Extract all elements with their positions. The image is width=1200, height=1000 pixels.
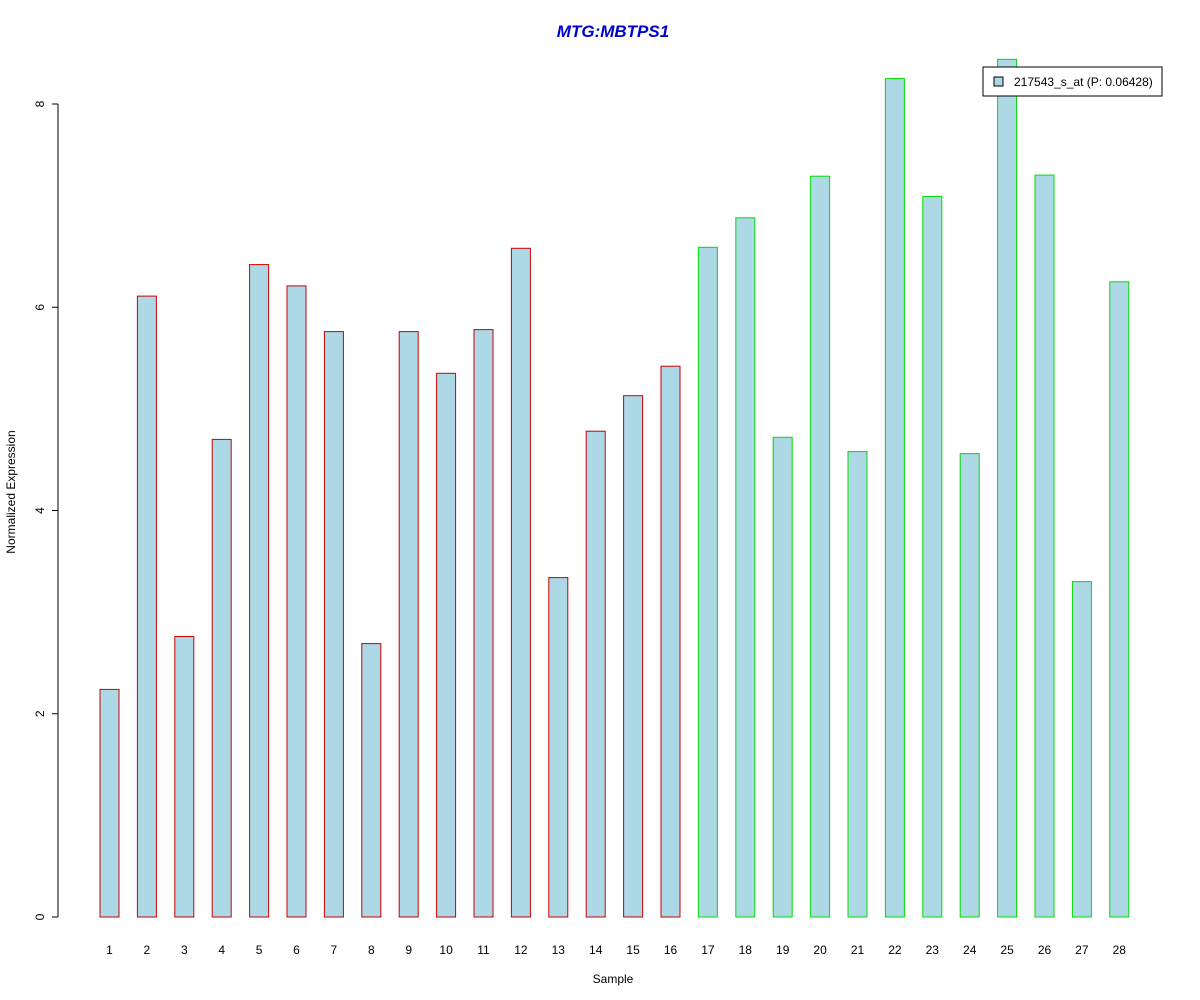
x-tick-label: 11 (477, 943, 490, 957)
bar-sample-18 (735, 217, 756, 918)
chart-title: MTG:MBTPS1 (557, 22, 669, 41)
bar-sample-1 (99, 688, 120, 918)
bar-sample-13 (548, 577, 569, 918)
x-axis-ticks: 1 2 3 4 5 6 7 8 9 10 11 12 13 14 15 16 17 18 19 20 21 22 23 24 2… (106, 943, 1126, 957)
x-tick-label: 6 (293, 943, 300, 957)
bar-sample-23 (922, 196, 943, 918)
bar-sample-24 (959, 453, 980, 918)
bar-sample-25 (997, 58, 1018, 918)
bar-sample-19 (772, 436, 793, 918)
legend-box (982, 66, 1163, 97)
y-tick-label: 6 (33, 304, 47, 311)
x-tick-label: 3 (181, 943, 188, 957)
x-tick-label: 22 (888, 943, 902, 957)
bar-sample-20 (810, 175, 831, 918)
x-tick-label: 16 (664, 943, 678, 957)
bar-sample-16 (660, 365, 681, 918)
x-tick-label: 23 (926, 943, 940, 957)
bar-sample-9 (398, 331, 419, 918)
x-tick-label: 7 (331, 943, 338, 957)
bar-sample-4 (211, 438, 232, 918)
y-axis: 0 2 4 6 8 (33, 100, 59, 920)
bars (99, 58, 1130, 918)
y-tick-label: 0 (33, 913, 47, 920)
bar-sample-5 (249, 264, 270, 918)
bar-sample-8 (361, 643, 382, 918)
x-tick-label: 21 (851, 943, 865, 957)
x-tick-label: 14 (589, 943, 603, 957)
bar-sample-28 (1109, 281, 1130, 918)
bar-sample-7 (323, 331, 344, 918)
bar-sample-12 (510, 247, 531, 918)
x-tick-label: 2 (144, 943, 151, 957)
x-tick-label: 1 (106, 943, 113, 957)
legend: 217543_s_at (P: 0.06428) (982, 66, 1163, 97)
x-tick-label: 24 (963, 943, 977, 957)
x-tick-label: 27 (1075, 943, 1089, 957)
bar-sample-2 (136, 295, 157, 918)
x-axis-label: Sample (593, 972, 634, 986)
x-tick-label: 25 (1000, 943, 1014, 957)
x-tick-label: 26 (1038, 943, 1052, 957)
y-tick-label: 2 (33, 710, 47, 717)
x-tick-label: 4 (218, 943, 225, 957)
bar-sample-21 (847, 451, 868, 918)
y-axis-label: Normalized Expression (4, 430, 18, 553)
bar-sample-6 (286, 285, 307, 918)
bar-sample-11 (473, 329, 494, 918)
bar-sample-14 (585, 430, 606, 918)
bar-sample-3 (174, 636, 195, 918)
x-tick-label: 12 (514, 943, 528, 957)
x-tick-label: 13 (552, 943, 566, 957)
x-tick-label: 28 (1113, 943, 1127, 957)
x-tick-label: 17 (701, 943, 715, 957)
y-tick-label: 8 (33, 100, 47, 107)
bar-sample-26 (1034, 174, 1055, 918)
x-tick-label: 18 (739, 943, 753, 957)
bar-sample-27 (1071, 581, 1092, 918)
legend-label: 217543_s_at (P: 0.06428) (1014, 75, 1153, 89)
x-tick-label: 9 (405, 943, 412, 957)
bar-sample-10 (436, 372, 457, 918)
x-tick-label: 15 (626, 943, 640, 957)
x-tick-label: 8 (368, 943, 375, 957)
bar-sample-22 (884, 78, 905, 918)
bar-sample-17 (697, 246, 718, 918)
x-tick-label: 19 (776, 943, 790, 957)
x-tick-label: 5 (256, 943, 263, 957)
legend-swatch (993, 76, 1004, 87)
y-tick-label: 4 (33, 507, 47, 514)
x-tick-label: 10 (439, 943, 453, 957)
x-tick-label: 20 (813, 943, 827, 957)
bar-sample-15 (623, 395, 644, 918)
